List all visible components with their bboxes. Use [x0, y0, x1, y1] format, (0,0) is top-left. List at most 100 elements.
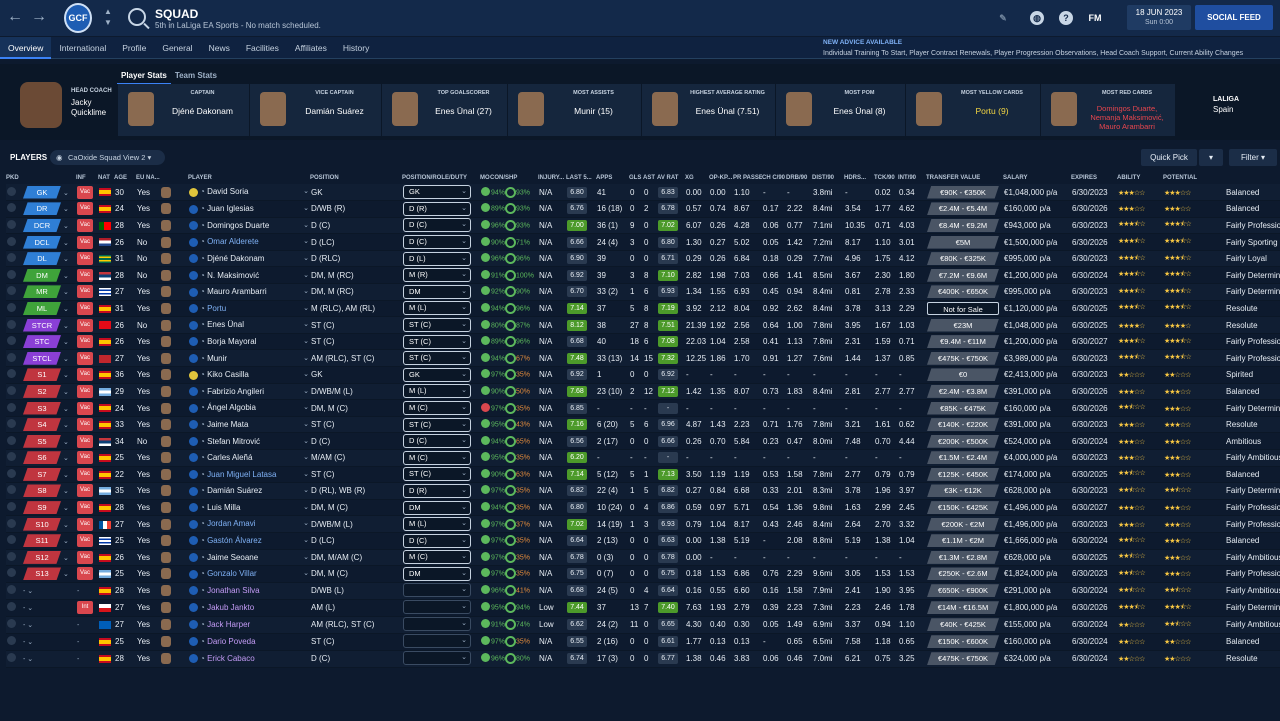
back-arrow-icon[interactable]: ←	[7, 8, 23, 25]
gls-header[interactable]: GLS	[629, 175, 642, 181]
table-row[interactable]: DM ⌄ Vac 28 No ◔ N. Maksimović ⌄ DM, M (RC) M …	[6, 266, 1280, 284]
chevron-down-icon[interactable]: ⌄	[61, 455, 69, 463]
chevron-down-icon[interactable]: ⌄	[303, 437, 309, 445]
transfer-value-badge[interactable]: €2.4M - €5.4M	[927, 202, 999, 216]
nationality-flag-icon[interactable]	[99, 354, 111, 363]
ast-header[interactable]: AST	[643, 175, 655, 181]
position-badge[interactable]: S11	[23, 534, 61, 548]
player-cell[interactable]: ◔ Stefan Mitrović ⌄	[188, 432, 310, 450]
position-select-cell[interactable]: S6 ⌄	[22, 449, 76, 467]
morale-icon[interactable]	[481, 286, 490, 296]
expires-header[interactable]: EXPIRES	[1071, 175, 1098, 181]
player-cell[interactable]: ◔ Jordan Amavi ⌄	[188, 515, 310, 533]
role-duty-select[interactable]: GK ⌄	[403, 185, 471, 200]
role-duty-select[interactable]: GK ⌄	[403, 367, 471, 382]
table-row[interactable]: S12 ⌄ Vac 26 Yes ◔ Jaime Seoane ⌄ DM, M/AM (C…	[6, 549, 1280, 566]
chevron-down-icon[interactable]: ⌄	[303, 487, 309, 495]
nationality-flag-icon[interactable]	[99, 387, 111, 396]
player-cell[interactable]: ◔ Borja Mayoral ⌄	[188, 333, 310, 350]
picked-checkbox[interactable]	[7, 485, 16, 495]
inf-badge[interactable]: Vac	[77, 285, 93, 299]
position-badge[interactable]: S1	[23, 368, 61, 382]
ability-header[interactable]: ABILITY	[1117, 175, 1141, 181]
table-row[interactable]: STCL ⌄ Vac 27 Yes ◔ Munir ⌄ AM (RLC), ST (C) S…	[6, 349, 1280, 367]
tab-history[interactable]: History	[342, 42, 370, 53]
inf-badge[interactable]: Vac	[77, 318, 93, 332]
position-badge[interactable]: S2	[23, 384, 61, 398]
morale-header[interactable]: MO...	[480, 175, 490, 181]
role-duty-select[interactable]: D (R) ⌄	[403, 483, 471, 498]
role-duty-select[interactable]: ⌄	[403, 582, 471, 597]
player-cell[interactable]: ◔ N. Maksimović ⌄	[188, 266, 310, 284]
picked-checkbox[interactable]	[7, 369, 16, 379]
nationality-flag-icon[interactable]	[99, 188, 111, 197]
morale-icon[interactable]	[481, 236, 490, 246]
position-select-cell[interactable]: DCR ⌄	[22, 217, 76, 234]
award-value[interactable]: Portu (9)	[975, 106, 1009, 116]
tab-news[interactable]: News	[208, 42, 230, 53]
position-badge[interactable]: DCR	[23, 218, 61, 232]
player-name-link[interactable]: Stefan Mitrović	[207, 436, 260, 446]
morale-icon[interactable]	[481, 352, 490, 362]
chevron-down-icon[interactable]: ⌄	[27, 639, 34, 647]
position-select-cell[interactable]: S3 ⌄	[22, 399, 76, 417]
inf-badge[interactable]: Vac	[77, 567, 93, 581]
position-select-cell[interactable]: S10 ⌄	[22, 515, 76, 533]
chevron-down-icon[interactable]: ⌄	[61, 388, 69, 396]
chevron-down-icon[interactable]: ⌄	[61, 438, 69, 446]
transfer-value-badge[interactable]: €0	[927, 368, 999, 382]
transfer-value-badge[interactable]: €1.5M - €2.4M	[927, 451, 999, 465]
player-cell[interactable]: ◔ Jack Harper	[188, 616, 310, 634]
morale-icon[interactable]	[481, 319, 490, 329]
inf-badge[interactable]: Vac	[77, 218, 93, 232]
position-badge[interactable]: S4	[23, 418, 61, 432]
table-row[interactable]: S9 ⌄ Vac 28 Yes ◔ Luis Milla ⌄ DM, M (C) DM ⌄ 94…	[6, 499, 1280, 516]
table-row[interactable]: S1 ⌄ Vac 36 Yes ◔ Kiko Casilla ⌄ GK GK ⌄ 97% 35% N…	[6, 366, 1280, 384]
position-select-cell[interactable]: - ⌄	[22, 582, 76, 600]
position-badge[interactable]: S9	[23, 501, 61, 515]
transfer-value-badge[interactable]: €8.4M - €9.2M	[927, 218, 999, 232]
chevron-down-icon[interactable]: ⌄	[61, 505, 69, 513]
league-info[interactable]: LALIGA Spain	[1213, 94, 1239, 115]
chevron-down-icon[interactable]: ⌄	[61, 488, 69, 496]
award-value[interactable]: Djéné Dakonam	[172, 106, 233, 116]
award-value[interactable]: Enes Ünal (8)	[833, 106, 886, 116]
morale-icon[interactable]	[481, 485, 490, 495]
position-badge[interactable]: S8	[23, 484, 61, 498]
chevron-down-icon[interactable]: ⌄	[303, 188, 309, 196]
xg-header[interactable]: XG	[685, 175, 694, 181]
role-duty-select[interactable]: ST (C) ⌄	[403, 467, 471, 482]
position-select-cell[interactable]: DM ⌄	[22, 266, 76, 284]
position-badge[interactable]: S3	[23, 401, 61, 415]
position-select-cell[interactable]: GK ⌄	[22, 184, 76, 201]
chevron-down-icon[interactable]: ⌄	[303, 420, 309, 428]
player-cell[interactable]: ◔ Enes Ünal ⌄	[188, 316, 310, 334]
chevron-down-icon[interactable]: ⌄	[61, 222, 69, 230]
player-cell[interactable]: ◔ Mauro Arambarri ⌄	[188, 283, 310, 301]
int90-header[interactable]: INT/90	[898, 175, 917, 181]
role-duty-select[interactable]: D (R) ⌄	[403, 201, 471, 216]
position-select-cell[interactable]: STCR ⌄	[22, 316, 76, 334]
role-duty-select[interactable]: ⌄	[403, 599, 471, 614]
chevron-down-icon[interactable]: ⌄	[61, 289, 69, 297]
tck90-header[interactable]: TCK/90	[874, 175, 895, 181]
inf-badge[interactable]: Vac	[77, 501, 93, 515]
squad-view-selector[interactable]: ◉ CaOxide Squad View 2 ▾	[50, 150, 165, 165]
chevron-down-icon[interactable]: ⌄	[61, 256, 69, 264]
eu-national-header[interactable]: EU NA...	[136, 175, 160, 181]
inf-badge[interactable]: Vac	[77, 351, 93, 365]
inf-badge[interactable]: Int	[77, 601, 93, 615]
transfer-value-badge[interactable]: €400K - €650K	[927, 285, 999, 299]
transfer-value-badge[interactable]: €1.3M - €2.8M	[927, 550, 999, 564]
position-badge[interactable]: GK	[23, 185, 61, 199]
inf-badge[interactable]: Vac	[77, 451, 93, 465]
chevron-down-icon[interactable]: ⌄	[303, 537, 309, 545]
award-card[interactable]: VICE CAPTAIN Damián Suárez	[249, 84, 381, 136]
picked-checkbox[interactable]	[7, 502, 16, 512]
position-badge[interactable]: S10	[23, 517, 61, 531]
table-row[interactable]: S10 ⌄ Vac 27 Yes ◔ Jordan Amavi ⌄ D/WB/M (L) M…	[6, 515, 1280, 533]
transfer-value-badge[interactable]: €150K - €600K	[927, 635, 999, 649]
chevron-down-icon[interactable]: ⌄	[61, 355, 69, 363]
table-row[interactable]: - ⌄ -25 Yes ◔ Dario Poveda ST (C) ⌄ 97% 35% N/A 6…	[6, 633, 1280, 651]
player-cell[interactable]: ◔ Omar Alderete ⌄	[188, 233, 310, 251]
